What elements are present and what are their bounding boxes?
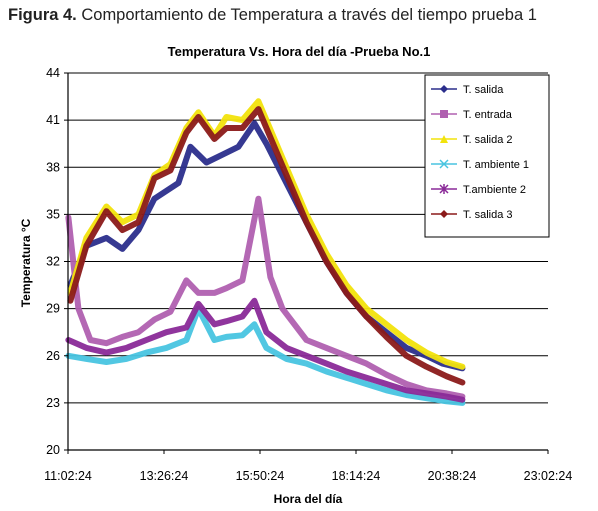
legend-marker	[440, 135, 448, 143]
legend-label: T. ambiente 1	[463, 159, 529, 171]
y-tick-label: 35	[46, 207, 60, 221]
legend-marker	[439, 159, 449, 169]
series-line-3	[67, 98, 466, 370]
legend-label: T. entrada	[463, 109, 513, 121]
legend-label: T. salida	[463, 84, 504, 96]
figure-caption: Figura 4. Comportamiento de Temperatura …	[8, 6, 593, 25]
chart-title: Temperatura Vs. Hora del día -Prueba No.…	[168, 44, 431, 59]
x-tick-label: 13:26:24	[140, 469, 189, 483]
axes	[64, 72, 549, 454]
x-axis-label: Hora del día	[274, 492, 343, 506]
y-tick-label: 44	[46, 66, 60, 80]
series-line-2	[65, 195, 466, 400]
legend: T. salida T. entrada T. salida 2 T. ambient…	[424, 74, 550, 238]
legend-marker	[440, 85, 448, 93]
legend-label: T. salida 2	[463, 134, 513, 146]
y-tick-label: 20	[46, 443, 60, 457]
x-tick-label: 23:02:24	[524, 469, 573, 483]
x-tick-labels: 11:02:24 13:26:24 15:50:24 18:14:24 20:38:24…	[44, 469, 572, 483]
legend-marker	[440, 110, 448, 118]
y-tick-labels: 20 23 26 29 32 35 38 41 44	[46, 66, 60, 457]
legend-marker	[440, 210, 448, 218]
y-axis-label: Temperatura °C	[19, 218, 33, 307]
figure-caption-text: Comportamiento de Temperatura a través d…	[76, 6, 537, 24]
legend-label: T. salida 3	[463, 209, 513, 221]
legend-label: T.ambiente 2	[463, 184, 526, 196]
series-line-1	[67, 120, 466, 372]
figure-caption-label: Figura 4.	[8, 6, 77, 24]
x-tick-label: 15:50:24	[236, 469, 285, 483]
legend-box	[424, 74, 550, 238]
y-tick-label: 41	[46, 113, 60, 127]
series-group	[65, 98, 466, 406]
y-tick-label: 32	[46, 255, 60, 269]
y-tick-label: 29	[46, 302, 60, 316]
x-tick-label: 20:38:24	[428, 469, 477, 483]
series-line-5	[65, 297, 466, 403]
y-tick-label: 23	[46, 396, 60, 410]
series-line-4	[65, 305, 466, 406]
x-tick-label: 11:02:24	[44, 469, 92, 483]
y-tick-label: 38	[46, 160, 60, 174]
legend-marker	[439, 184, 449, 194]
y-tick-label: 26	[46, 349, 60, 363]
x-tick-label: 18:14:24	[332, 469, 381, 483]
series-line-6	[67, 106, 466, 386]
